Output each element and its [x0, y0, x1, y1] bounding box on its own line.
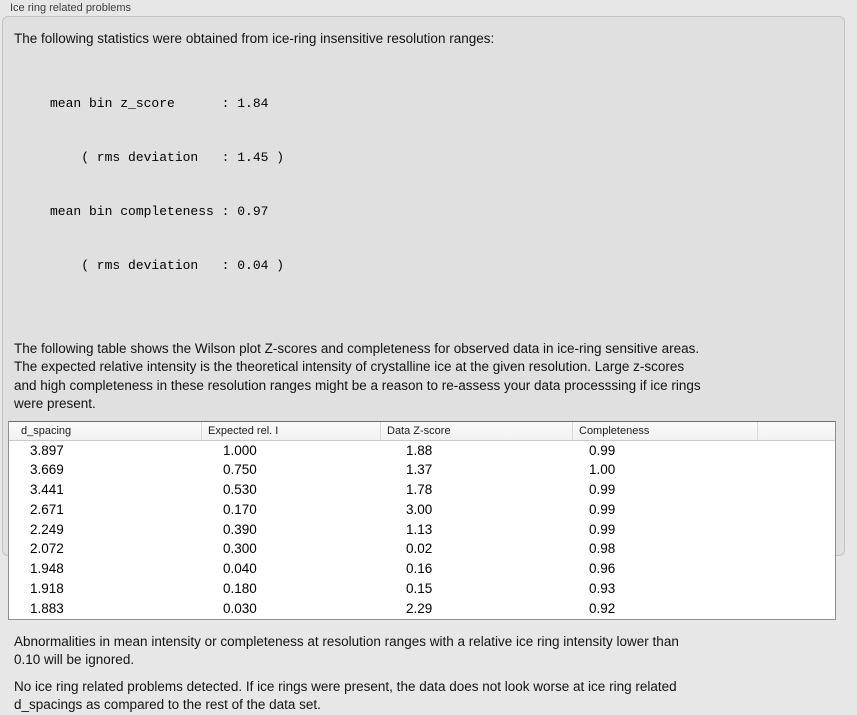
table-row[interactable]: 2.671 0.170 3.00 0.99 — [9, 500, 835, 520]
cell-data-z-score: 1.88 — [406, 442, 433, 458]
cell-d-spacing: 1.883 — [30, 600, 64, 616]
cell-d-spacing: 1.918 — [30, 581, 64, 597]
cell-completeness: 0.99 — [589, 501, 616, 517]
cell-expected-rel-i: 0.180 — [223, 581, 257, 597]
cell-d-spacing: 2.072 — [30, 541, 64, 557]
stats-block: mean bin z_score : 1.84 ( rms deviation … — [50, 59, 833, 311]
cell-data-z-score: 0.02 — [406, 541, 433, 557]
table-row[interactable]: 3.441 0.530 1.78 0.99 — [9, 480, 835, 500]
cell-d-spacing: 3.669 — [30, 462, 64, 478]
stats-intro-text: The following statistics were obtained f… — [14, 31, 495, 46]
conclusion-line: d_spacings as compared to the rest of th… — [14, 697, 321, 713]
cell-completeness: 0.92 — [589, 600, 616, 616]
table-row[interactable]: 2.072 0.300 0.02 0.98 — [9, 539, 835, 559]
table-intro-line: The expected relative intensity is the t… — [14, 359, 685, 374]
cell-data-z-score: 0.15 — [406, 581, 433, 597]
cell-d-spacing: 2.249 — [30, 521, 64, 537]
table-row[interactable]: 3.897 1.000 1.88 0.99 — [9, 441, 835, 461]
stats-line-z-rms-deviation: ( rms deviation : 1.45 ) — [50, 149, 285, 165]
cell-data-z-score: 1.13 — [406, 521, 433, 537]
cell-expected-rel-i: 0.170 — [223, 501, 257, 517]
cell-completeness: 1.00 — [589, 462, 616, 478]
cell-completeness: 0.96 — [589, 561, 616, 577]
cell-data-z-score: 0.16 — [406, 561, 433, 577]
table-intro-text: The following table shows the Wilson plo… — [14, 340, 833, 414]
cell-d-spacing: 1.948 — [30, 561, 64, 577]
table-header: d_spacing Expected rel. I Data Z-score C… — [9, 421, 835, 441]
stats-line-mean-z-score: mean bin z_score : 1.84 — [50, 95, 269, 111]
table-intro-line: The following table shows the Wilson plo… — [14, 340, 700, 356]
table-row[interactable]: 1.883 0.030 2.29 0.92 — [9, 599, 835, 619]
cell-completeness: 0.99 — [589, 442, 616, 458]
column-header-d-spacing[interactable]: d_spacing — [9, 421, 202, 440]
cell-data-z-score: 1.78 — [406, 482, 433, 498]
column-header-completeness[interactable]: Completeness — [573, 421, 758, 440]
column-header-data-z-score[interactable]: Data Z-score — [381, 421, 573, 440]
cell-completeness: 0.93 — [589, 581, 616, 597]
table-intro-line: were present. — [14, 396, 96, 411]
cell-d-spacing: 3.441 — [30, 482, 64, 498]
table-row[interactable]: 1.918 0.180 0.15 0.93 — [9, 579, 835, 599]
cell-expected-rel-i: 0.030 — [223, 600, 257, 616]
ice-ring-table: d_spacing Expected rel. I Data Z-score C… — [8, 420, 836, 620]
column-header-filler — [758, 422, 835, 440]
cell-expected-rel-i: 0.750 — [223, 462, 257, 478]
cell-data-z-score: 2.29 — [406, 600, 433, 616]
cell-expected-rel-i: 0.040 — [223, 561, 257, 577]
panel-title: Ice ring related problems — [10, 2, 132, 14]
cell-d-spacing: 2.671 — [30, 501, 64, 517]
cell-data-z-score: 1.37 — [406, 462, 433, 478]
cell-completeness: 0.98 — [589, 541, 616, 557]
cell-expected-rel-i: 0.300 — [223, 541, 257, 557]
cell-completeness: 0.99 — [589, 521, 616, 537]
conclusion-text: No ice ring related problems detected. I… — [14, 678, 833, 715]
table-row[interactable]: 1.948 0.040 0.16 0.96 — [9, 559, 835, 579]
cell-d-spacing: 3.897 — [30, 442, 64, 458]
abnormalities-note: Abnormalities in mean intensity or compl… — [14, 633, 833, 670]
conclusion-line: No ice ring related problems detected. I… — [14, 678, 677, 694]
cell-expected-rel-i: 1.000 — [223, 442, 257, 458]
ice-ring-panel: The following statistics were obtained f… — [2, 16, 845, 712]
cell-data-z-score: 3.00 — [406, 501, 433, 517]
abnormalities-note-line: 0.10 will be ignored. — [14, 652, 135, 668]
cell-expected-rel-i: 0.390 — [223, 521, 257, 537]
stats-line-mean-completeness: mean bin completeness : 0.97 — [50, 203, 269, 219]
cell-completeness: 0.99 — [589, 482, 616, 498]
abnormalities-note-line: Abnormalities in mean intensity or compl… — [14, 633, 679, 649]
table-row[interactable]: 2.249 0.390 1.13 0.99 — [9, 520, 835, 540]
cell-expected-rel-i: 0.530 — [223, 482, 257, 498]
column-header-expected-rel-i[interactable]: Expected rel. I — [202, 421, 381, 440]
table-intro-line: and high completeness in these resolutio… — [14, 377, 701, 393]
stats-line-completeness-rms-deviation: ( rms deviation : 0.04 ) — [50, 257, 285, 273]
table-row[interactable]: 3.669 0.750 1.37 1.00 — [9, 460, 835, 480]
